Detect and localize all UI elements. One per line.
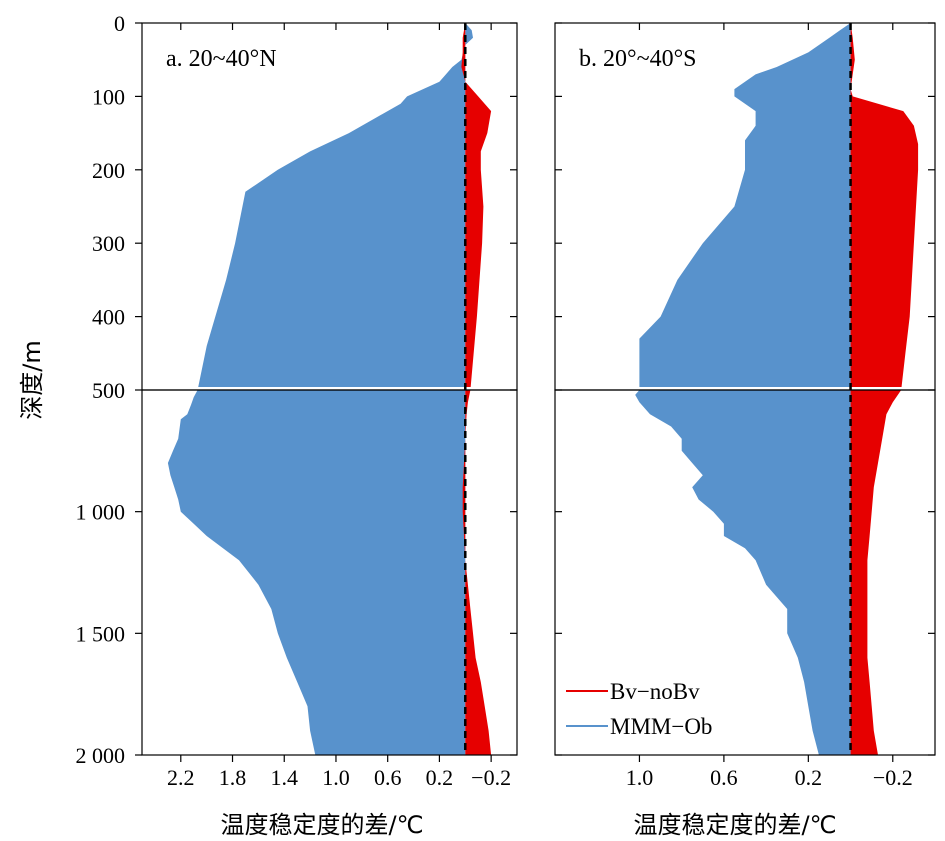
panel-label: a. 20~40°N (166, 46, 277, 72)
legend: Bv−noBv MMM−Ob (566, 679, 712, 739)
y-tick-label: 1 000 (76, 500, 126, 525)
x-tick-label: −0.2 (873, 765, 913, 790)
y-tick-label: 400 (92, 305, 125, 330)
frame-lower (554, 389, 936, 756)
x-tick-label: 1.4 (270, 765, 298, 790)
y-tick-label: 300 (92, 231, 125, 256)
x-axis-title-a: 温度稳定度的差/℃ (220, 811, 423, 839)
y-axis-title: 深度/m (18, 340, 46, 419)
y-tick-label: 2 000 (76, 743, 126, 768)
frame-lower (141, 389, 518, 756)
x-tick-label: 2.2 (167, 765, 195, 790)
x-tick-label: 1.0 (322, 765, 350, 790)
legend-label-bv-nobv: Bv−noBv (610, 679, 700, 704)
x-tick-label: 1.0 (626, 765, 654, 790)
legend-label-mmm-ob: MMM−Ob (610, 714, 712, 739)
y-tick-label: 200 (92, 158, 125, 183)
x-tick-label: 0.6 (710, 765, 738, 790)
x-tick-label: 0.2 (795, 765, 823, 790)
y-tick-label: 0 (114, 11, 125, 36)
depth-axis: 0 100 200 300 400 500 1 000 1 500 2 000 (76, 11, 126, 768)
x-tick-label: −0.2 (471, 765, 511, 790)
y-tick-label: 500 (92, 378, 125, 403)
x-tick-label: 1.8 (219, 765, 247, 790)
panel-label: b. 20°~40°S (579, 46, 697, 72)
y-tick-label: 1 500 (76, 621, 126, 646)
y-tick-label: 100 (92, 84, 125, 109)
panel-b: 1.0 0.6 0.2 −0.2 b. 20°~40°S (554, 22, 936, 790)
panel-a: 2.2 1.8 1.4 1.0 0.6 0.2 −0.2 a. 20~40°N (135, 22, 518, 790)
x-tick-label: 0.2 (426, 765, 454, 790)
x-tick-label: 0.6 (374, 765, 402, 790)
x-axis-title-b: 温度稳定度的差/℃ (633, 811, 836, 839)
area-bv-nobv-panel-a (461, 23, 492, 755)
